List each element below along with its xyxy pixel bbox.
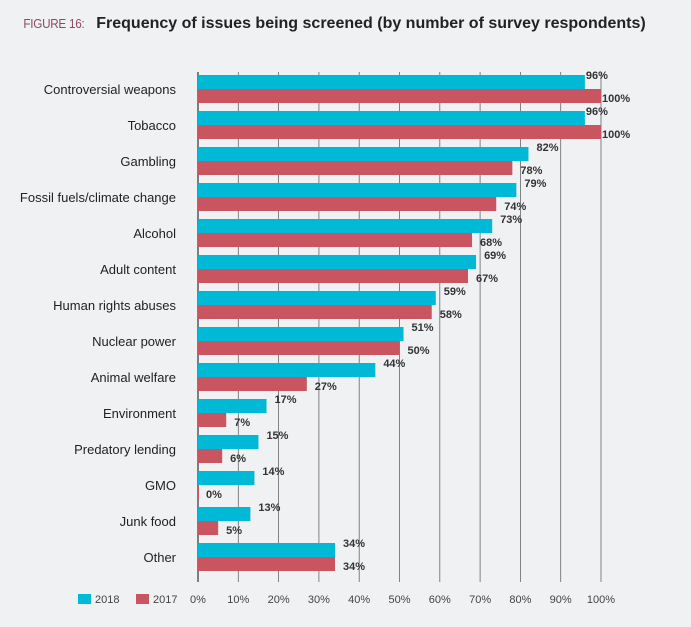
data-label-2017: 50% [408, 345, 430, 357]
data-label-2018: 51% [412, 322, 434, 334]
bar-2017 [198, 125, 601, 139]
x-tick-label: 70% [469, 594, 491, 606]
category-label: Predatory lending [74, 442, 176, 457]
data-label-2017: 78% [520, 165, 542, 177]
bar-2017 [198, 233, 473, 247]
data-label-2017: 100% [602, 129, 630, 141]
x-tick-label: 10% [227, 594, 249, 606]
chart-title: FIGURE 16: Frequency of issues being scr… [20, 15, 646, 33]
bar-2018 [198, 183, 517, 197]
category-label: Controversial weapons [44, 82, 177, 97]
x-tick-label: 80% [509, 594, 531, 606]
x-tick-label: 40% [348, 594, 370, 606]
bar-2018 [198, 399, 267, 413]
data-label-2017: 0% [206, 489, 222, 501]
bar-2018 [198, 111, 585, 125]
bar-2017 [198, 197, 497, 211]
bar-2018 [198, 75, 585, 89]
data-label-2018: 73% [500, 214, 522, 226]
data-label-2017: 34% [343, 561, 365, 573]
bar-2017 [198, 557, 336, 571]
category-label: Adult content [100, 262, 176, 277]
bar-2018 [198, 219, 493, 233]
bar-2018 [198, 291, 436, 305]
category-label: Animal welfare [91, 370, 176, 385]
bar-2018 [198, 435, 259, 449]
data-label-2018: 69% [484, 250, 506, 262]
bar-2018 [198, 255, 477, 269]
data-label-2018: 96% [586, 70, 608, 82]
category-label: Human rights abuses [53, 298, 176, 313]
data-label-2017: 74% [504, 201, 526, 213]
data-label-2017: 67% [476, 273, 498, 285]
legend-swatch-2018 [78, 594, 91, 604]
data-label-2017: 58% [440, 309, 462, 321]
bar-2017 [198, 269, 469, 283]
x-tick-label: 90% [550, 594, 572, 606]
category-label: Other [143, 550, 176, 565]
category-label: Alcohol [133, 226, 176, 241]
data-label-2018: 79% [524, 178, 546, 190]
category-label: Gambling [120, 154, 176, 169]
bar-2017 [198, 161, 513, 175]
data-label-2018: 44% [383, 358, 405, 370]
bar-2018 [198, 507, 251, 521]
bar-2017 [198, 341, 400, 355]
data-label-2017: 5% [226, 525, 242, 537]
data-label-2018: 14% [262, 466, 284, 478]
x-tick-label: 20% [268, 594, 290, 606]
category-label: Fossil fuels/climate change [20, 190, 176, 205]
bar-2017 [198, 89, 601, 103]
x-tick-label: 100% [587, 594, 615, 606]
data-label-2017: 68% [480, 237, 502, 249]
bar-2017 [198, 449, 223, 463]
data-label-2017: 7% [234, 417, 250, 429]
bar-2018 [198, 327, 404, 341]
data-label-2017: 100% [602, 93, 630, 105]
data-label-2018: 17% [275, 394, 297, 406]
category-label: GMO [145, 478, 176, 493]
category-label: Tobacco [128, 118, 176, 133]
legend-swatch-2017 [136, 594, 149, 604]
data-label-2018: 13% [258, 502, 280, 514]
category-label: Junk food [120, 514, 176, 529]
bar-2017 [198, 305, 432, 319]
data-label-2017: 27% [315, 381, 337, 393]
data-label-2017: 6% [230, 453, 246, 465]
data-label-2018: 15% [266, 430, 288, 442]
bar-2017 [198, 377, 307, 391]
data-label-2018: 34% [343, 538, 365, 550]
category-label: Environment [103, 406, 176, 421]
title-text: Frequency of issues being screened (by n… [96, 15, 646, 32]
category-label: Nuclear power [92, 334, 176, 349]
bar-2018 [198, 471, 255, 485]
bar-2018 [198, 147, 529, 161]
x-tick-label: 30% [308, 594, 330, 606]
data-label-2018: 96% [586, 106, 608, 118]
x-tick-label: 50% [388, 594, 410, 606]
x-tick-label: 0% [190, 594, 206, 606]
bar-2018 [198, 363, 376, 377]
legend-label-2017: 2017 [153, 594, 177, 606]
bar-2017 [198, 413, 227, 427]
bar-2017 [198, 521, 219, 535]
data-label-2018: 59% [444, 286, 466, 298]
x-tick-label: 60% [429, 594, 451, 606]
figure-label: FIGURE 16: [23, 16, 85, 31]
bar-2017 [198, 485, 199, 499]
bar-2018 [198, 543, 336, 557]
data-label-2018: 82% [536, 142, 558, 154]
legend-label-2018: 2018 [95, 594, 119, 606]
